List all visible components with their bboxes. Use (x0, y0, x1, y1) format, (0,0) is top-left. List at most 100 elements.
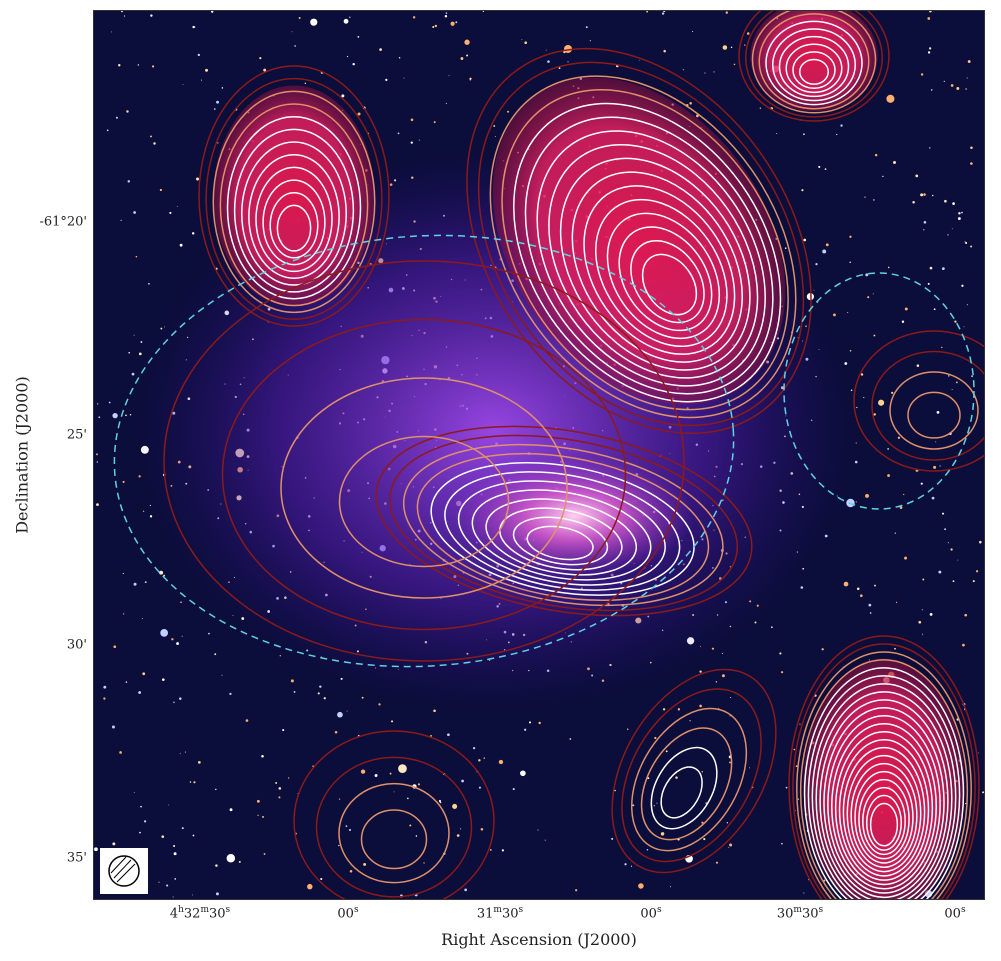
x-tick-label: 00s (640, 905, 662, 922)
star (215, 864, 218, 867)
star (929, 612, 933, 616)
star (868, 603, 872, 607)
star (729, 715, 731, 717)
star (448, 75, 450, 77)
contour-line (854, 770, 914, 864)
star (865, 493, 869, 498)
star (646, 848, 649, 851)
star (918, 620, 922, 624)
contour-line (738, 11, 890, 122)
star (915, 174, 919, 178)
star (692, 31, 694, 33)
star (153, 142, 156, 145)
star (256, 799, 260, 803)
contour-line (293, 730, 495, 899)
star (962, 643, 965, 647)
star (403, 77, 405, 79)
star (374, 774, 378, 777)
star (824, 168, 827, 170)
contour-line (785, 43, 843, 94)
star (176, 642, 180, 645)
star (929, 266, 933, 270)
star (123, 613, 125, 615)
contour-line (276, 204, 312, 252)
star (558, 67, 561, 70)
contour-line (466, 47, 812, 435)
star (433, 709, 436, 713)
star (345, 825, 348, 828)
contour-line (827, 715, 941, 894)
star (119, 751, 122, 754)
star (173, 844, 176, 847)
star (478, 759, 481, 762)
contour-line (650, 746, 718, 830)
star (397, 132, 400, 135)
star (214, 653, 217, 656)
dashed-region (113, 234, 735, 668)
contour-line (205, 77, 383, 320)
star (259, 57, 262, 60)
star (363, 862, 367, 866)
contour-line (869, 802, 899, 847)
star (801, 189, 804, 192)
star (133, 582, 137, 586)
contour-line (606, 212, 721, 340)
star (524, 41, 528, 45)
star (493, 125, 496, 127)
contour-line (823, 707, 945, 899)
star (450, 21, 455, 26)
star (931, 496, 935, 500)
star (941, 346, 943, 349)
star (95, 453, 98, 456)
star (964, 613, 968, 617)
star (323, 697, 326, 700)
contour-line (799, 659, 969, 899)
star (660, 832, 665, 836)
star (97, 403, 99, 405)
star (96, 461, 98, 463)
star (433, 121, 436, 124)
star (174, 878, 177, 880)
star (211, 11, 214, 13)
star (482, 11, 485, 13)
star (930, 89, 933, 91)
radio-source (750, 11, 878, 112)
star (361, 696, 364, 699)
star (638, 59, 640, 61)
star (221, 87, 224, 89)
star (567, 61, 569, 63)
star (263, 68, 267, 72)
star (891, 391, 894, 394)
star (975, 570, 979, 573)
contour-line (248, 153, 340, 279)
contour-line (595, 198, 728, 348)
star (800, 586, 804, 589)
contour-line (618, 226, 713, 332)
star (398, 764, 407, 773)
star (713, 71, 715, 73)
star (469, 77, 472, 80)
star (695, 114, 699, 118)
star (460, 57, 464, 60)
star (143, 820, 147, 823)
star (108, 401, 111, 404)
contour-line (792, 643, 976, 899)
star (589, 40, 592, 42)
star (869, 612, 872, 614)
star (803, 238, 807, 242)
star (836, 133, 838, 136)
star (275, 782, 278, 784)
contour-line (838, 738, 930, 881)
star (193, 781, 196, 784)
star (334, 731, 338, 734)
star (873, 413, 876, 416)
star (444, 15, 448, 18)
star (528, 721, 532, 724)
contour-line (219, 103, 369, 307)
star (794, 810, 796, 812)
star (282, 729, 285, 732)
star (293, 690, 296, 693)
star (544, 839, 546, 841)
star (133, 792, 135, 794)
star (865, 273, 869, 277)
